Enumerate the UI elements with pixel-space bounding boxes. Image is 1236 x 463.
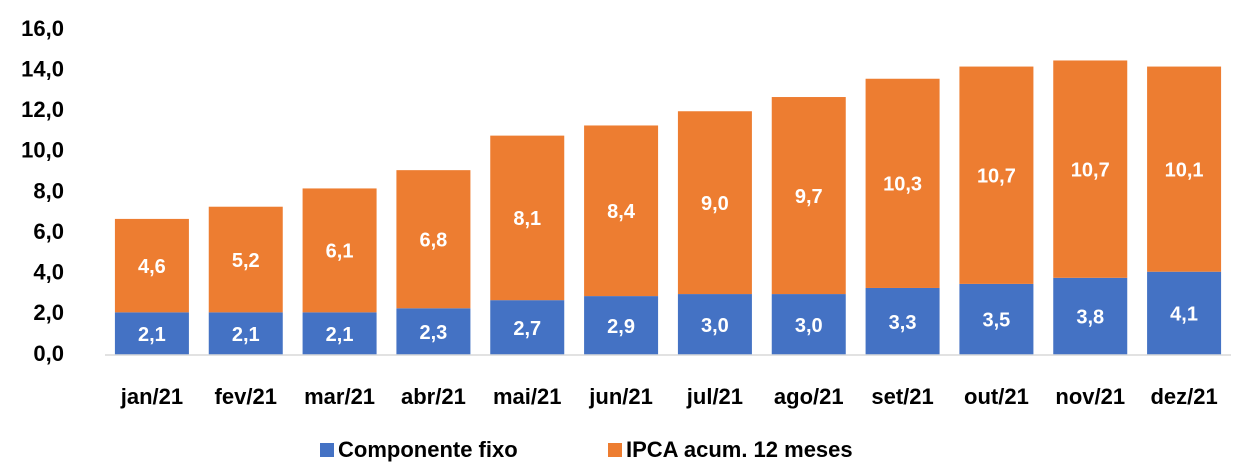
x-tick-label: jan/21 [120, 384, 183, 409]
data-label: 9,7 [795, 186, 823, 208]
x-tick-label: set/21 [871, 384, 933, 409]
bar-segment [302, 312, 377, 355]
legend-label: Componente fixo [338, 437, 518, 462]
bar-segment [584, 125, 659, 297]
data-label: 3,0 [701, 315, 729, 337]
data-label: 5,2 [232, 250, 260, 272]
bar-segment [1053, 277, 1128, 355]
data-label: 3,0 [795, 315, 823, 337]
bar-segment [865, 287, 940, 355]
data-label: 2,9 [607, 316, 635, 338]
legend-swatch [608, 443, 622, 457]
data-label: 2,1 [138, 324, 166, 346]
bar-segment [771, 97, 846, 295]
data-label: 4,1 [1170, 304, 1198, 326]
bar-segment [114, 312, 189, 355]
data-label: 4,6 [138, 256, 166, 278]
y-tick-label: 4,0 [33, 260, 64, 285]
bar-segment [208, 206, 283, 313]
bar-segment [396, 170, 471, 309]
bar-segment [302, 188, 377, 313]
bar-segment [771, 294, 846, 355]
bar-segment [959, 66, 1034, 284]
data-label: 10,3 [883, 174, 922, 196]
bar-segment [677, 111, 752, 295]
data-label: 2,7 [513, 318, 541, 340]
y-tick-label: 8,0 [33, 178, 64, 203]
data-label: 3,3 [889, 312, 917, 334]
y-tick-label: 0,0 [33, 341, 64, 366]
data-label: 2,1 [232, 324, 260, 346]
data-label: 8,1 [513, 208, 541, 230]
data-label: 10,1 [1165, 159, 1204, 181]
data-label: 2,3 [420, 322, 448, 344]
bar-segment [1053, 60, 1128, 278]
data-label: 2,1 [326, 324, 354, 346]
data-label: 6,8 [420, 230, 448, 252]
bar-segment [1147, 66, 1222, 272]
x-tick-label: jul/21 [686, 384, 743, 409]
bar-segment [490, 300, 565, 355]
y-tick-label: 6,0 [33, 219, 64, 244]
y-tick-label: 16,0 [21, 16, 64, 41]
legend-swatch [320, 443, 334, 457]
y-tick-label: 14,0 [21, 56, 64, 81]
bar-segment [677, 294, 752, 355]
data-label: 10,7 [1071, 159, 1110, 181]
x-tick-label: fev/21 [215, 384, 277, 409]
bar-segment [584, 296, 659, 355]
x-tick-label: nov/21 [1055, 384, 1125, 409]
bar-segment [1147, 271, 1222, 355]
bar-segment [865, 78, 940, 288]
x-tick-label: mai/21 [493, 384, 562, 409]
x-tick-label: ago/21 [774, 384, 844, 409]
data-label: 9,0 [701, 193, 729, 215]
x-tick-label: dez/21 [1150, 384, 1217, 409]
data-label: 3,5 [983, 310, 1011, 332]
y-tick-label: 12,0 [21, 97, 64, 122]
x-tick-label: mar/21 [304, 384, 375, 409]
x-tick-label: abr/21 [401, 384, 466, 409]
legend-label: IPCA acum. 12 meses [626, 437, 853, 462]
bar-segment [959, 283, 1034, 355]
y-tick-label: 2,0 [33, 300, 64, 325]
y-tick-label: 10,0 [21, 138, 64, 163]
data-label: 3,8 [1076, 307, 1104, 329]
bar-segment [490, 135, 565, 301]
data-label: 6,1 [326, 241, 354, 263]
x-tick-label: jun/21 [588, 384, 653, 409]
bar-segment [114, 218, 189, 313]
bar-segment [396, 308, 471, 355]
x-tick-label: out/21 [964, 384, 1029, 409]
data-label: 8,4 [607, 201, 636, 223]
data-label: 10,7 [977, 166, 1016, 188]
bar-segment [208, 312, 283, 355]
